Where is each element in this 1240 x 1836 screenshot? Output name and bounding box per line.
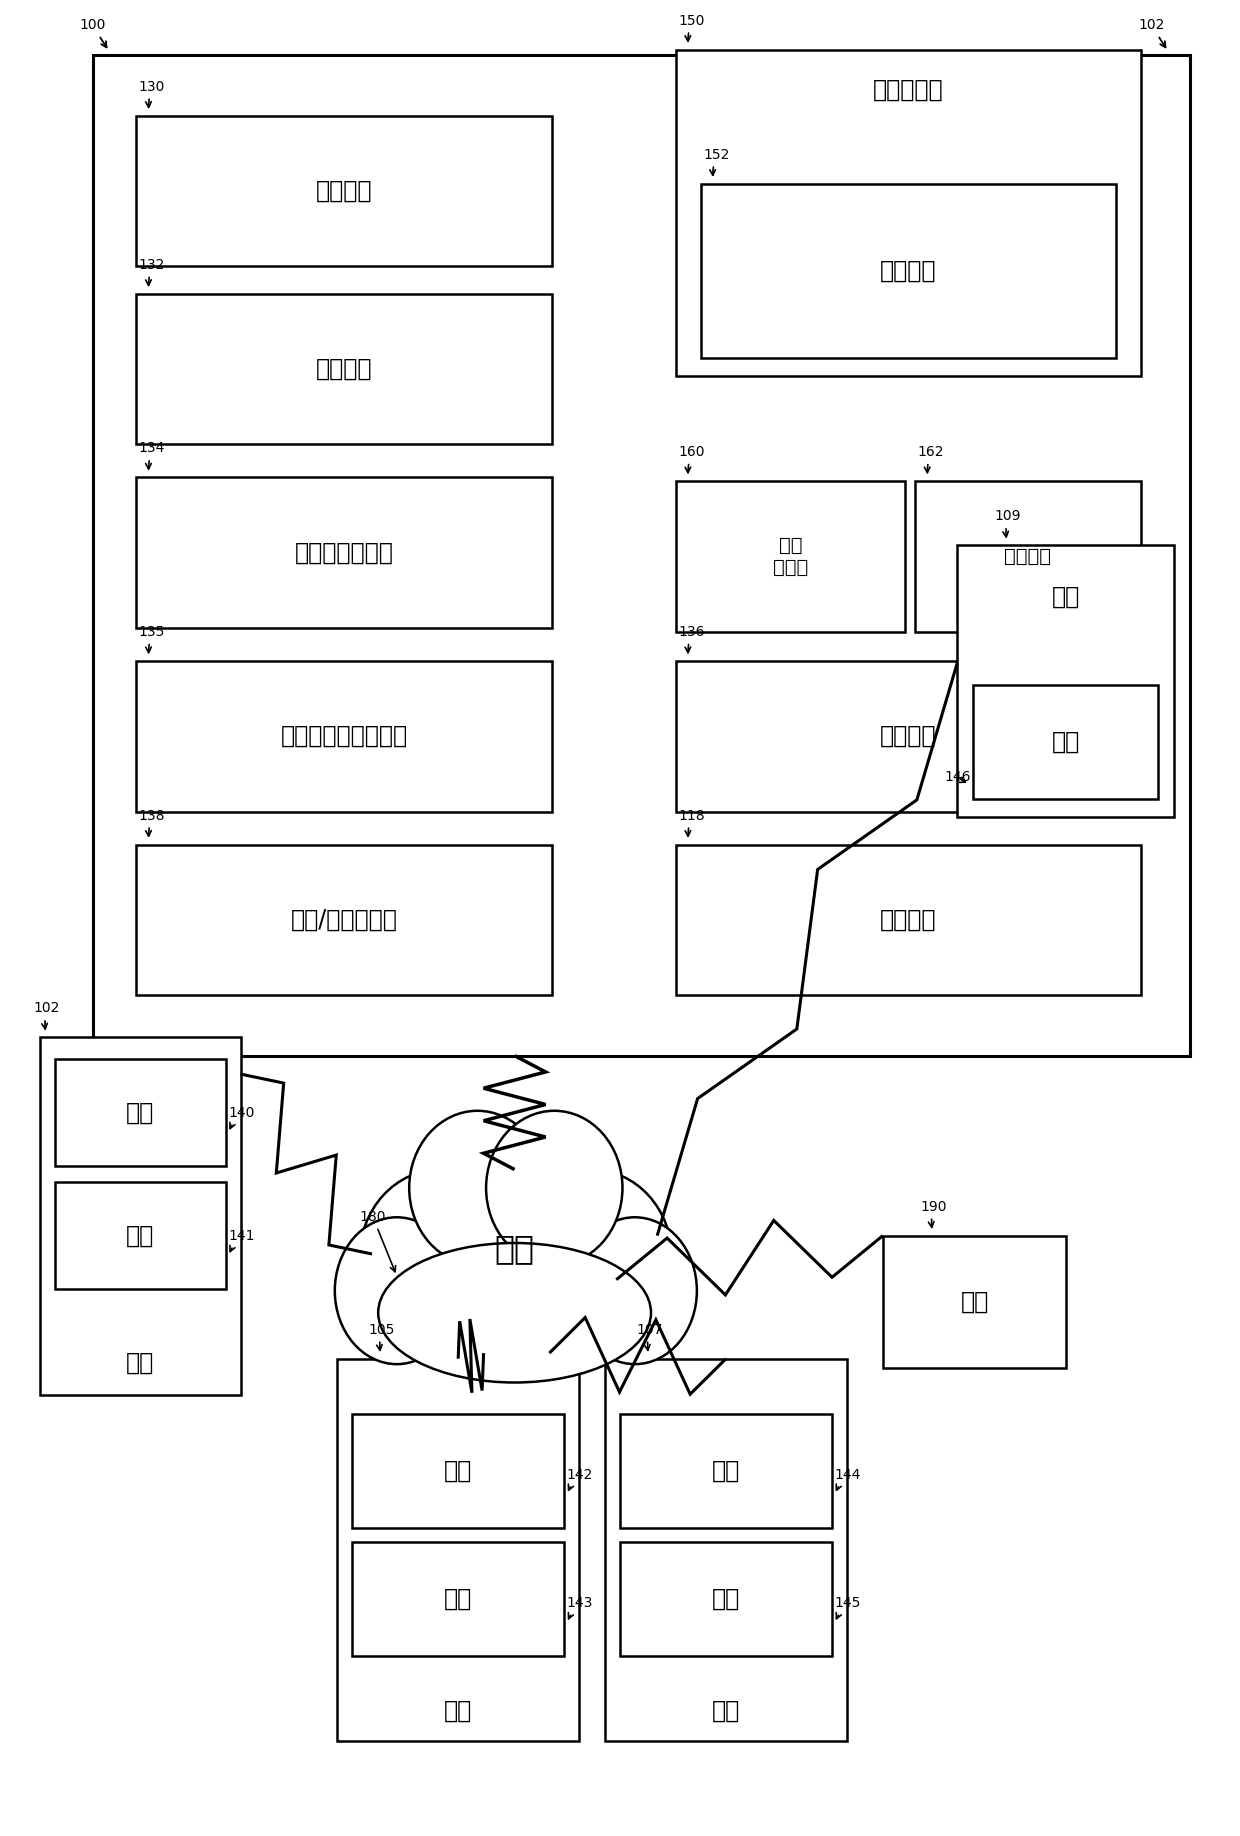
Ellipse shape — [486, 1111, 622, 1265]
Bar — [136, 477, 552, 628]
Text: 109: 109 — [994, 509, 1021, 536]
Ellipse shape — [360, 1170, 521, 1346]
Text: 146: 146 — [945, 769, 971, 784]
Bar — [676, 661, 1141, 812]
Text: 网络: 网络 — [495, 1232, 534, 1265]
Text: 田地: 田地 — [126, 1349, 154, 1375]
Text: 机器: 机器 — [712, 1458, 740, 1483]
Text: 机器: 机器 — [126, 1100, 154, 1125]
Bar — [605, 1359, 847, 1741]
Bar — [676, 845, 1141, 995]
Text: 190: 190 — [920, 1199, 946, 1226]
Bar — [40, 1037, 241, 1395]
Bar — [136, 661, 552, 812]
Text: 150: 150 — [678, 13, 704, 40]
Bar — [620, 1414, 832, 1528]
Text: 作物预测: 作物预测 — [1004, 547, 1052, 565]
Text: 140: 140 — [228, 1105, 254, 1129]
Bar — [55, 1182, 226, 1289]
Text: 100: 100 — [79, 18, 107, 48]
Bar — [915, 481, 1141, 632]
Bar — [136, 845, 552, 995]
Text: 天气预测: 天气预测 — [880, 259, 936, 283]
Text: 处理系统: 处理系统 — [316, 356, 372, 382]
Ellipse shape — [378, 1243, 651, 1383]
Text: 田地: 田地 — [444, 1698, 472, 1724]
Bar — [55, 1059, 226, 1166]
Bar — [973, 685, 1158, 799]
Text: 机器: 机器 — [1052, 729, 1080, 755]
Text: 图像
数据库: 图像 数据库 — [773, 536, 808, 577]
Text: 田地信息数据库: 田地信息数据库 — [295, 540, 393, 565]
Text: 机具: 机具 — [444, 1586, 472, 1612]
Ellipse shape — [573, 1217, 697, 1364]
Text: 136: 136 — [678, 624, 704, 652]
Text: 160: 160 — [678, 444, 704, 472]
Text: 田地: 田地 — [712, 1698, 740, 1724]
Bar — [676, 481, 905, 632]
Text: 145: 145 — [835, 1595, 861, 1619]
Text: 105: 105 — [368, 1322, 394, 1349]
Text: 152: 152 — [703, 147, 729, 174]
Bar — [957, 545, 1174, 817]
Text: 143: 143 — [567, 1595, 593, 1619]
Bar — [352, 1542, 564, 1656]
Bar — [136, 116, 552, 266]
Bar — [93, 55, 1190, 1056]
Text: 102: 102 — [1138, 18, 1166, 48]
Ellipse shape — [335, 1217, 459, 1364]
Text: 141: 141 — [228, 1228, 254, 1252]
Text: 网络接口: 网络接口 — [880, 907, 936, 933]
Text: 138: 138 — [139, 808, 165, 835]
Text: 144: 144 — [835, 1467, 861, 1491]
Ellipse shape — [511, 1170, 672, 1346]
Text: 田地: 田地 — [1052, 584, 1080, 610]
Text: 142: 142 — [567, 1467, 593, 1491]
Text: 农业措施信息数据库: 农业措施信息数据库 — [280, 723, 408, 749]
Text: 107: 107 — [636, 1322, 662, 1349]
Bar — [352, 1414, 564, 1528]
Bar — [676, 50, 1141, 376]
Text: 102: 102 — [33, 1001, 60, 1028]
Ellipse shape — [409, 1111, 546, 1265]
Text: 设备: 设备 — [961, 1289, 988, 1315]
Text: 130: 130 — [139, 79, 165, 106]
Text: 162: 162 — [918, 444, 944, 472]
Bar — [701, 184, 1116, 358]
Text: 机具: 机具 — [126, 1223, 154, 1248]
Text: 存储介质: 存储介质 — [880, 723, 936, 749]
Text: 数据分析: 数据分析 — [316, 178, 372, 204]
Text: 天气存储器: 天气存储器 — [873, 77, 944, 103]
Bar — [337, 1359, 579, 1741]
Bar — [136, 294, 552, 444]
Text: 134: 134 — [139, 441, 165, 468]
Text: 135: 135 — [139, 624, 165, 652]
Text: 成本/价格数据库: 成本/价格数据库 — [290, 907, 398, 933]
Text: 118: 118 — [678, 808, 704, 835]
Text: 机具: 机具 — [712, 1586, 740, 1612]
Bar — [883, 1236, 1066, 1368]
Text: 机器: 机器 — [444, 1458, 472, 1483]
Text: 132: 132 — [139, 257, 165, 285]
Bar — [620, 1542, 832, 1656]
Text: 180: 180 — [360, 1210, 396, 1272]
Ellipse shape — [409, 1138, 620, 1340]
